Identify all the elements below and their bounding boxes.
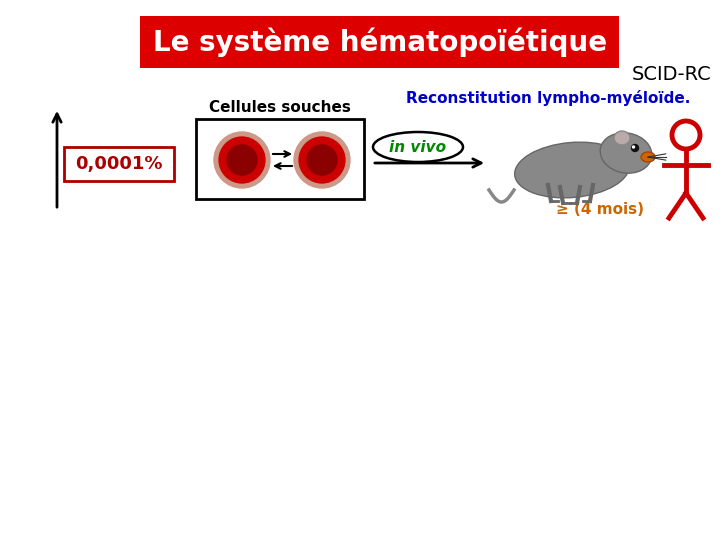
FancyBboxPatch shape [64,147,174,181]
Circle shape [294,132,350,188]
Text: Reconstitution lympho-myéloïde.: Reconstitution lympho-myéloïde. [406,90,690,106]
Circle shape [631,145,639,152]
Circle shape [307,145,337,175]
Text: 0,0001%: 0,0001% [76,155,163,173]
Ellipse shape [373,132,463,162]
Circle shape [214,132,270,188]
Text: ≥ (4 mois): ≥ (4 mois) [556,202,644,218]
Circle shape [299,137,345,183]
FancyBboxPatch shape [140,16,619,68]
Circle shape [227,145,257,175]
FancyBboxPatch shape [196,119,364,199]
Text: SCID-RC: SCID-RC [632,65,712,84]
Ellipse shape [600,133,652,173]
Circle shape [672,121,700,149]
Text: in vivo: in vivo [390,139,446,154]
Ellipse shape [614,131,630,145]
Circle shape [632,146,634,148]
Ellipse shape [641,152,655,162]
Circle shape [219,137,265,183]
Text: Cellules souches: Cellules souches [209,99,351,114]
Ellipse shape [515,142,629,198]
Text: Le système hématopoïétique: Le système hématopoïétique [153,27,607,57]
